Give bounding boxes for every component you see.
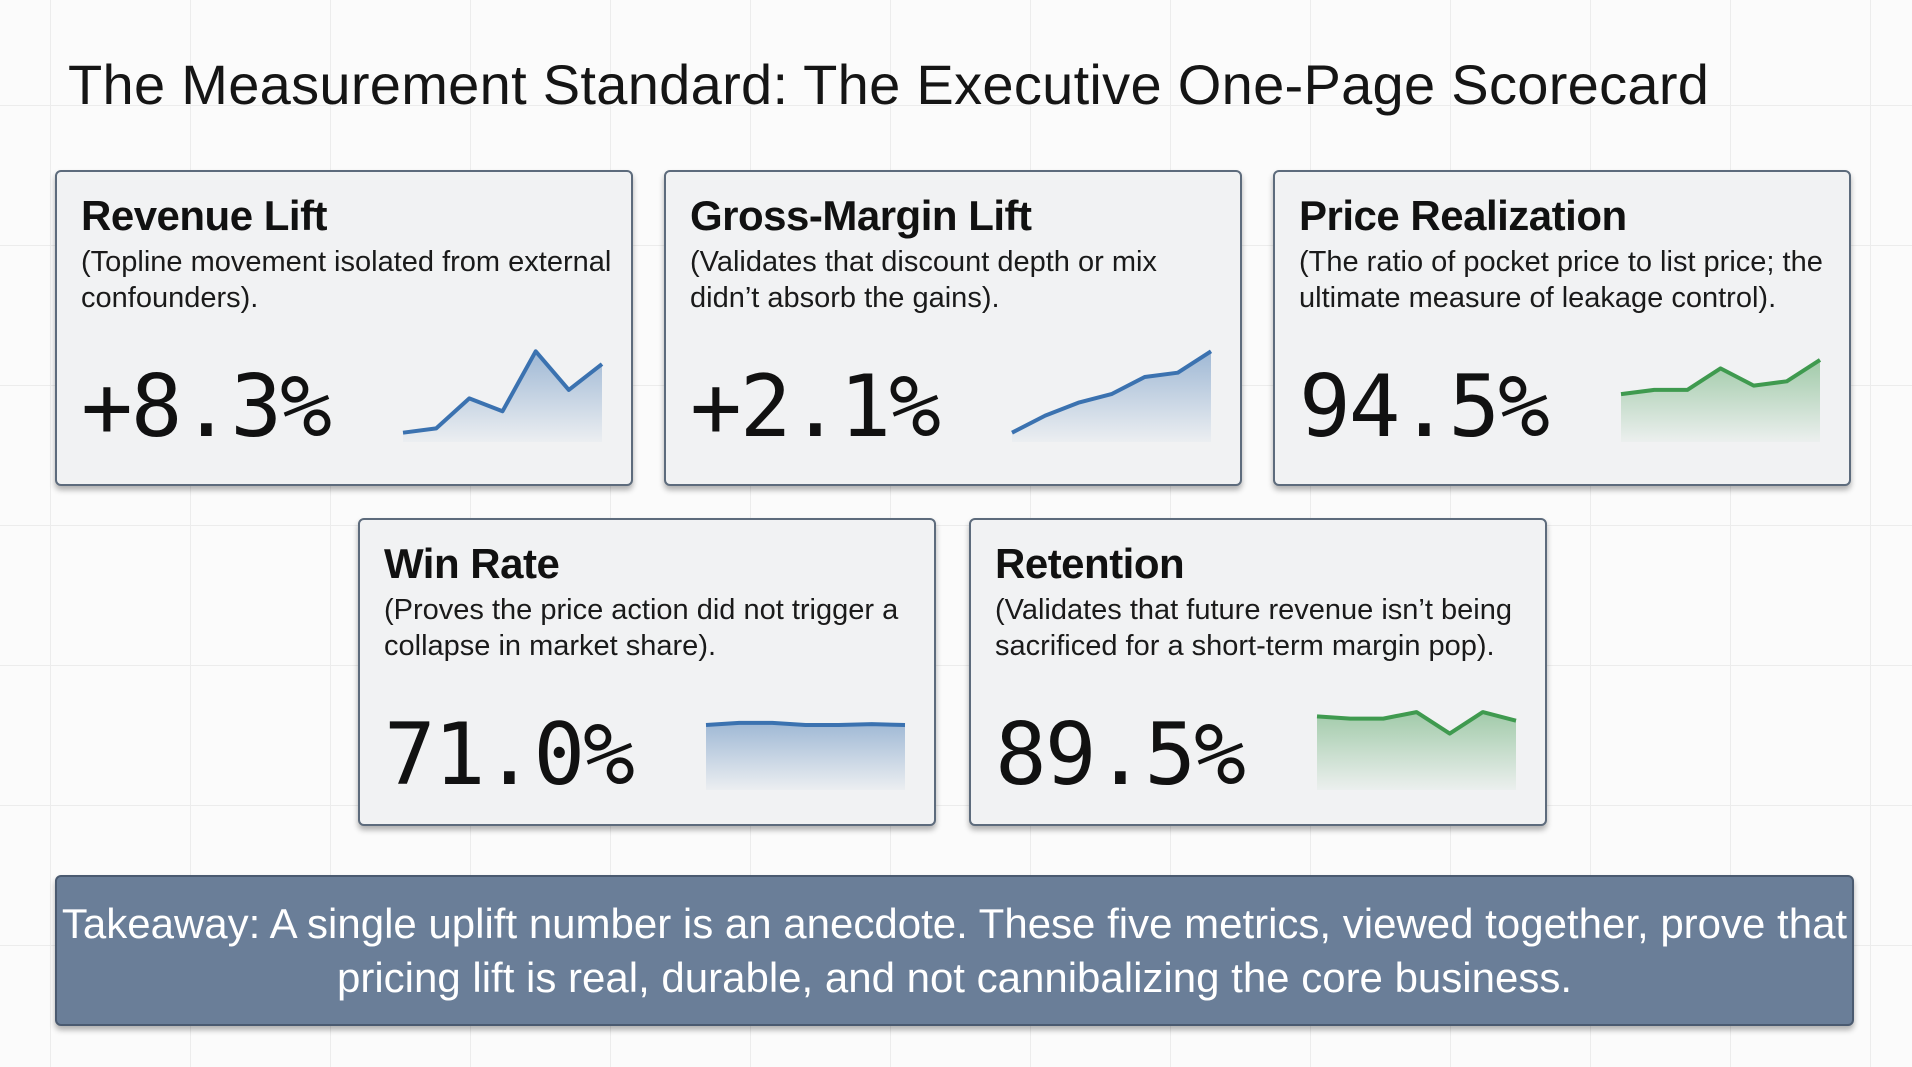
card-title: Retention <box>995 540 1185 587</box>
metric-card-retention: Retention (Validates that future revenue… <box>969 518 1547 826</box>
sparkline-area <box>1317 712 1516 790</box>
sparkline-line <box>705 720 906 727</box>
sparkline-line <box>402 349 604 435</box>
sparkline-line <box>1620 358 1822 397</box>
card-description: (Topline movement isolated from external… <box>81 246 612 314</box>
metric-card-win-rate: Win Rate (Proves the price action did no… <box>358 518 936 826</box>
sparkline <box>1011 349 1213 442</box>
page-title: The Measurement Standard: The Executive … <box>68 53 1710 116</box>
sparkline <box>705 720 906 790</box>
card-title: Win Rate <box>384 540 560 587</box>
sparkline <box>1316 710 1517 790</box>
card-value: 71.0% <box>384 705 635 805</box>
card-description: (The ratio of pocket price to list price… <box>1299 246 1823 314</box>
card-value: +8.3% <box>81 357 332 457</box>
metric-card-revenue-lift: Revenue Lift (Topline movement isolated … <box>55 170 633 486</box>
sparkline-area <box>706 722 905 790</box>
sparkline-area <box>1621 359 1820 442</box>
card-title: Gross-Margin Lift <box>690 192 1032 239</box>
card-title: Price Realization <box>1299 192 1627 239</box>
card-description: (Validates that discount depth or mix di… <box>690 246 1157 314</box>
takeaway-banner: Takeaway: A single uplift number is an a… <box>55 875 1854 1026</box>
metric-card-price-realization: Price Realization (The ratio of pocket p… <box>1273 170 1851 486</box>
sparkline <box>1620 358 1822 442</box>
card-description: (Validates that future revenue isn’t bei… <box>995 594 1512 662</box>
sparkline-area <box>1012 351 1211 442</box>
metric-card-gross-margin-lift: Gross-Margin Lift (Validates that discou… <box>664 170 1242 486</box>
card-value: +2.1% <box>690 357 941 457</box>
sparkline-area <box>403 351 602 442</box>
card-title: Revenue Lift <box>81 192 328 239</box>
card-value: 94.5% <box>1299 357 1550 457</box>
card-value: 89.5% <box>995 705 1246 805</box>
card-description: (Proves the price action did not trigger… <box>384 594 899 662</box>
sparkline-line <box>1011 349 1213 435</box>
sparkline-line <box>1316 710 1517 736</box>
sparkline <box>402 349 604 442</box>
